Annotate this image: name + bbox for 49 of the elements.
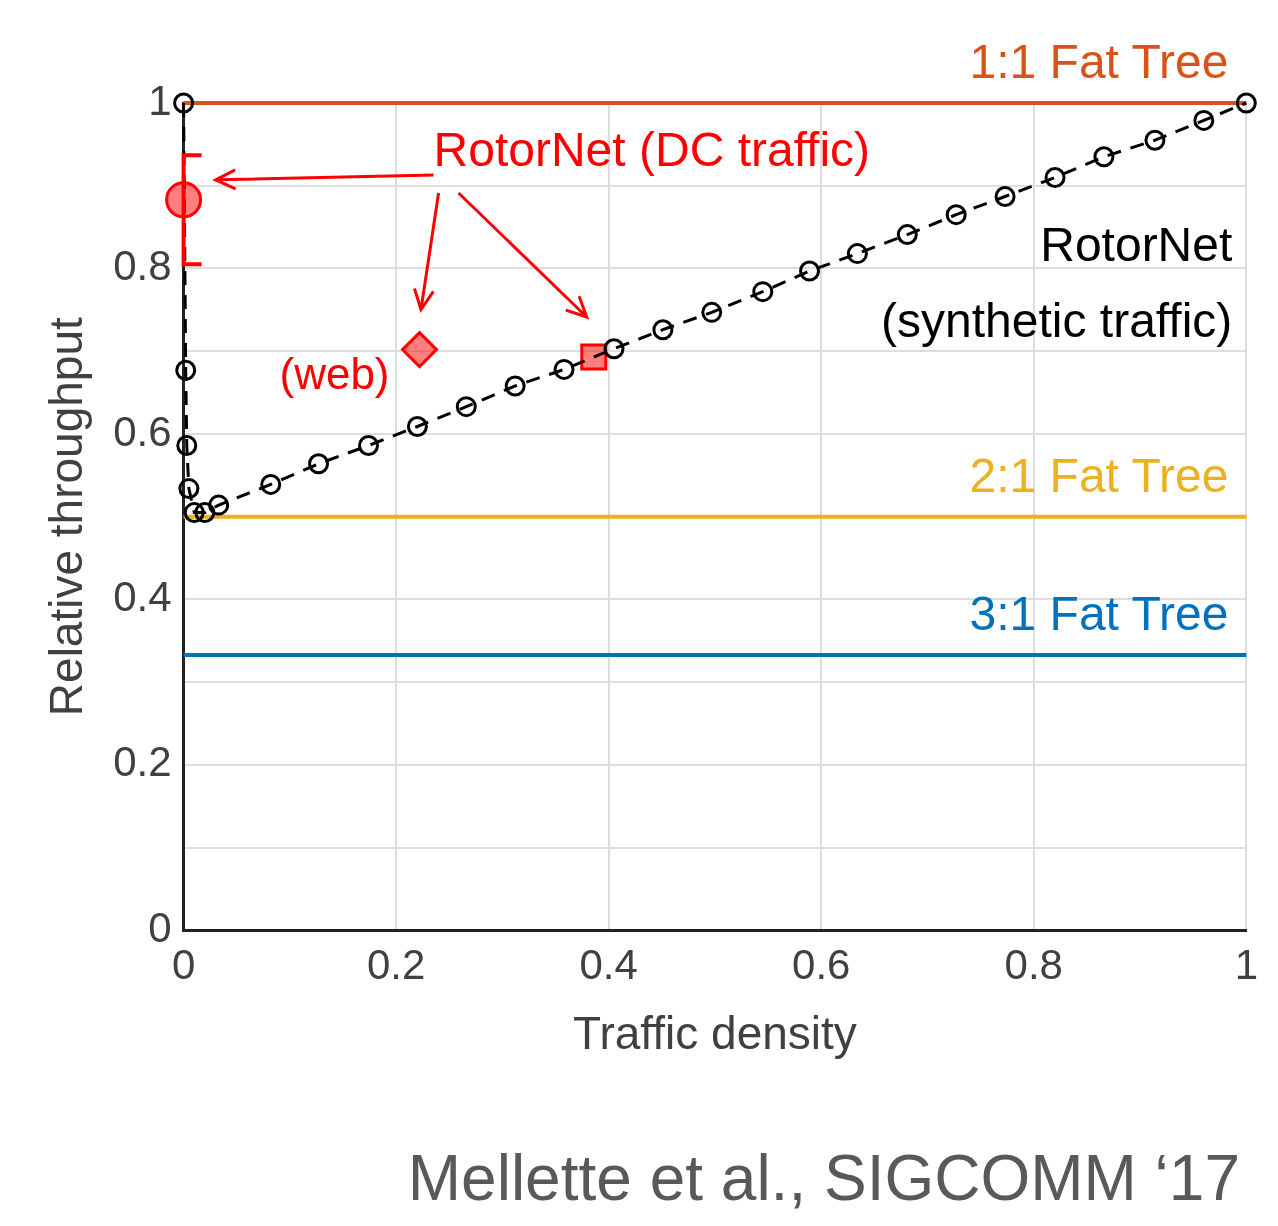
point xyxy=(308,453,330,475)
text: Mellette et al., SIGCOMM ‘17 xyxy=(407,1141,1240,1214)
point xyxy=(173,92,195,114)
point xyxy=(208,494,230,516)
point xyxy=(183,502,205,524)
y-tick-label: 0.2 xyxy=(113,738,172,786)
point xyxy=(752,281,774,303)
point xyxy=(896,224,918,246)
point xyxy=(603,338,625,360)
point xyxy=(553,358,575,380)
point xyxy=(846,243,868,265)
annotation: RotorNet (DC traffic) xyxy=(433,123,871,177)
point xyxy=(1093,146,1115,168)
x-axis-title: Traffic density xyxy=(573,1007,857,1060)
y-tick-label: 0 xyxy=(148,903,172,951)
point xyxy=(401,331,439,369)
point xyxy=(194,502,216,524)
point xyxy=(945,204,967,226)
point xyxy=(1193,109,1215,131)
y-tick-label: 0.6 xyxy=(113,407,172,455)
y-tick-label: 0.4 xyxy=(113,573,172,621)
annotation: 3:1 Fat Tree xyxy=(969,587,1229,641)
point xyxy=(799,260,821,282)
point xyxy=(1235,92,1257,114)
point xyxy=(701,301,723,323)
point xyxy=(504,375,526,397)
point xyxy=(358,435,379,457)
point xyxy=(455,396,477,418)
x-tick-label: 0.8 xyxy=(1004,941,1063,989)
point xyxy=(176,435,198,457)
point xyxy=(175,359,197,381)
point xyxy=(178,478,200,500)
y-tick-label: 1 xyxy=(148,76,172,124)
point xyxy=(1144,129,1166,151)
point xyxy=(652,319,674,341)
point xyxy=(260,473,282,495)
x-tick-label: 0.2 xyxy=(366,941,426,989)
y-axis-title: Relative throughput xyxy=(40,317,93,717)
annotation: (web) xyxy=(279,348,390,398)
x-tick-label: 1 xyxy=(1234,941,1258,989)
point xyxy=(1044,166,1066,188)
point xyxy=(994,186,1016,207)
x-tick-label: 0.6 xyxy=(792,941,851,989)
annotation: 1:1 Fat Tree xyxy=(969,35,1229,89)
x-tick-label: 0.4 xyxy=(579,941,638,989)
annotation: 2:1 Fat Tree xyxy=(969,448,1229,502)
point xyxy=(406,416,428,438)
series-label: RotorNet (synthetic traffic) xyxy=(881,218,1233,348)
y-tick-label: 0.8 xyxy=(113,242,172,290)
